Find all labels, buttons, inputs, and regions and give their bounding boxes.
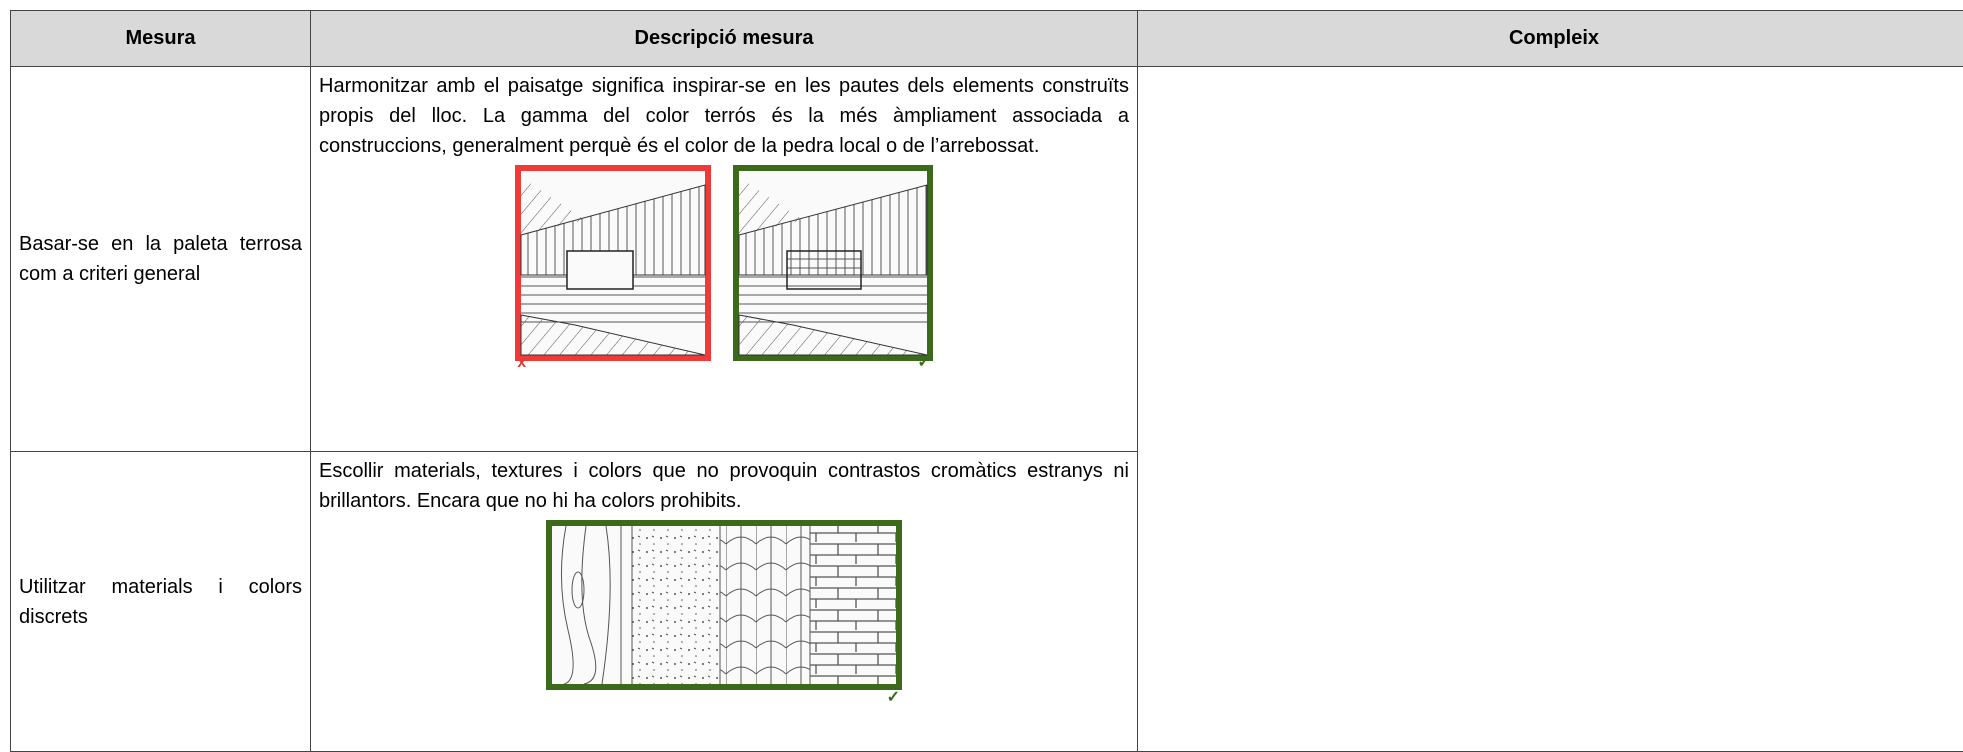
header-cell: Mesura [11, 11, 311, 67]
measure-cell: Basar-se en la paleta terrosa com a crit… [11, 67, 311, 452]
measure-cell: Utilitzar materials i colors discrets [11, 452, 311, 752]
header-cell: Compleix [1138, 11, 1963, 67]
illustrations: x ✓ [319, 165, 1129, 374]
description: Escollir materials, textures i colors qu… [319, 456, 1129, 516]
right-example: ✓ [733, 165, 933, 374]
materials-sketch [546, 520, 902, 692]
illustrations: ✓ [319, 520, 1129, 701]
right-mark: ✓ [917, 348, 930, 378]
description: Harmonitzar amb el paisatge significa in… [319, 71, 1129, 161]
right-mark: ✓ [887, 683, 900, 713]
wrong-mark: x [517, 348, 526, 378]
materials-example: ✓ [546, 520, 902, 701]
landscape-sketch [733, 165, 933, 365]
wrong-example: x [515, 165, 711, 374]
header-row: Mesura Descripció mesura Compleix [11, 11, 1963, 67]
header-cell: Descripció mesura [311, 11, 1138, 67]
row: Basar-se en la paleta terrosa com a crit… [11, 67, 1963, 452]
measures-table: Mesura Descripció mesura Compleix Basar-… [10, 10, 1963, 752]
landscape-sketch [515, 165, 711, 365]
description-cell: Escollir materials, textures i colors qu… [311, 452, 1138, 752]
complies-cell [1138, 67, 1963, 752]
description-cell: Harmonitzar amb el paisatge significa in… [311, 67, 1138, 452]
